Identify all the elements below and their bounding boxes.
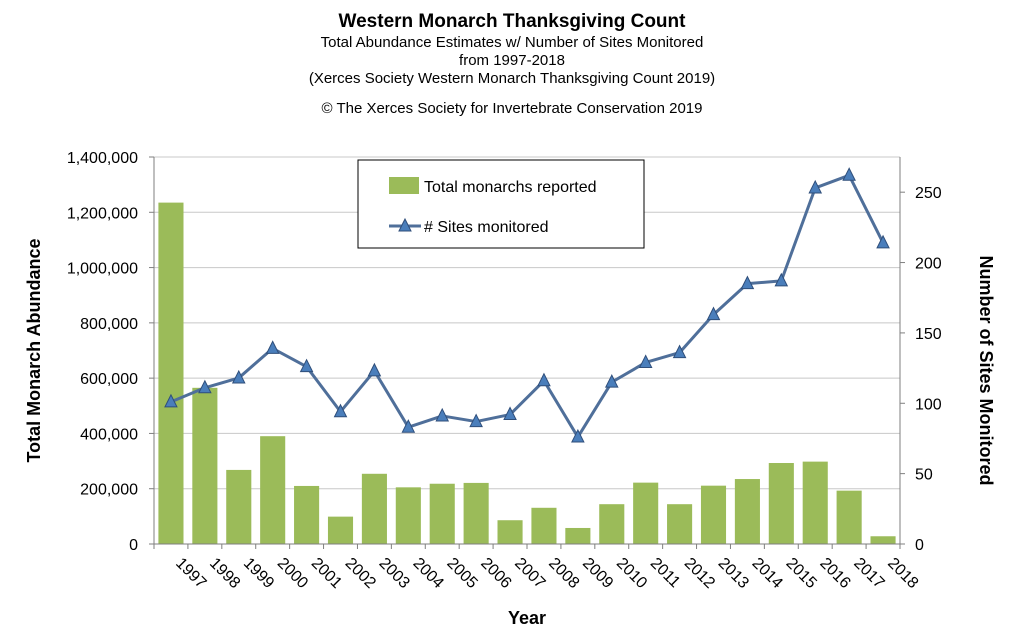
- line-marker: [164, 393, 178, 408]
- left-tick-label: 1,000,000: [67, 261, 138, 278]
- x-tick-label: 2003: [376, 555, 413, 592]
- x-tick-label: 2009: [579, 555, 616, 592]
- line-marker: [299, 358, 314, 373]
- x-tick-label: 2013: [715, 555, 752, 592]
- x-tick-label: 2011: [647, 555, 683, 591]
- bar: [633, 482, 659, 544]
- bar: [667, 504, 693, 544]
- x-tick-label: 2016: [816, 555, 853, 592]
- bar: [768, 463, 794, 544]
- bar: [497, 520, 523, 544]
- bar: [463, 482, 489, 544]
- legend-bar-swatch: [389, 177, 419, 194]
- x-tick-label: 2007: [511, 555, 548, 592]
- x-tick-label: 2018: [884, 555, 921, 592]
- bar: [226, 469, 252, 544]
- bar: [531, 507, 557, 544]
- chart-titles: Western Monarch Thanksgiving Count Total…: [0, 10, 1024, 118]
- bar: [361, 473, 387, 544]
- line-marker: [367, 362, 382, 377]
- left-tick-label: 400,000: [80, 426, 138, 443]
- x-tick-label: 2002: [342, 555, 379, 592]
- line-marker: [231, 369, 246, 384]
- chart-subtitle-1: Total Abundance Estimates w/ Number of S…: [320, 34, 704, 51]
- bar: [429, 483, 455, 544]
- left-tick-label: 1,200,000: [67, 205, 138, 222]
- line-marker: [808, 179, 823, 194]
- line-marker: [198, 379, 212, 394]
- chart-title: Western Monarch Thanksgiving Count: [338, 11, 686, 32]
- x-axis-title: Year: [508, 608, 546, 628]
- bar: [395, 487, 421, 544]
- x-tick-label: 2017: [850, 555, 887, 592]
- bar: [158, 202, 184, 544]
- line-marker: [537, 372, 551, 387]
- line-marker: [503, 406, 517, 421]
- right-tick-label: 200: [915, 256, 942, 273]
- right-tick-label: 50: [915, 467, 933, 484]
- x-tick-label: 2010: [613, 555, 650, 592]
- line-marker: [672, 344, 687, 359]
- legend-label-line: # Sites monitored: [424, 219, 549, 236]
- chart-subtitle-3: (Xerces Society Western Monarch Thanksgi…: [308, 70, 716, 87]
- legend-label-bars: Total monarchs reported: [424, 179, 597, 196]
- line-marker: [469, 413, 483, 428]
- x-tick-label: 2015: [782, 555, 819, 592]
- x-tick-label: 2008: [545, 555, 582, 592]
- right-tick-label: 150: [915, 326, 942, 343]
- sites-line: [170, 173, 885, 439]
- legend-box: [357, 159, 645, 249]
- bar: [870, 536, 896, 544]
- right-axis-title: Number of Sites Monitored: [976, 255, 996, 485]
- bar: [836, 490, 862, 544]
- x-tick-label: 2014: [749, 555, 786, 592]
- x-tick-label: 2006: [477, 555, 514, 592]
- line-marker: [333, 403, 348, 418]
- x-tick-label: 2012: [681, 555, 718, 592]
- left-tick-label: 800,000: [80, 316, 138, 333]
- copyright-notice: © The Xerces Society for Invertebrate Co…: [321, 100, 703, 117]
- bar: [700, 485, 727, 544]
- line-marker: [876, 234, 890, 249]
- left-tick-label: 200,000: [80, 482, 138, 499]
- line-marker: [604, 374, 619, 388]
- line-marker: [401, 419, 416, 433]
- x-tick-label: 1997: [172, 555, 209, 592]
- bar: [802, 461, 828, 544]
- left-axis-title: Total Monarch Abundance: [24, 238, 44, 462]
- bar: [260, 436, 286, 544]
- bar: [192, 387, 218, 544]
- line-marker: [638, 354, 653, 368]
- x-tick-label: 2004: [409, 555, 446, 592]
- line-marker: [842, 167, 856, 181]
- bar: [599, 504, 625, 544]
- line-marker: [774, 272, 789, 287]
- line-marker: [740, 275, 755, 290]
- x-tick-label: 1998: [206, 555, 243, 592]
- right-tick-label: 100: [915, 396, 942, 413]
- line-marker: [706, 306, 721, 321]
- right-tick-label: 250: [915, 185, 942, 202]
- line-marker: [265, 340, 280, 354]
- bar: [294, 485, 320, 544]
- x-tick-label: 2000: [274, 555, 311, 592]
- bar: [565, 527, 591, 544]
- line-marker: [435, 407, 450, 422]
- chart-subtitle-2: from 1997-2018: [459, 52, 565, 69]
- bar: [734, 479, 760, 544]
- x-tick-label: 1999: [240, 555, 277, 592]
- legend-line-marker: [398, 217, 412, 232]
- left-tick-label: 600,000: [80, 371, 138, 388]
- x-tick-label: 2001: [308, 555, 345, 592]
- right-tick-label: 0: [915, 537, 924, 554]
- left-tick-label: 1,400,000: [67, 150, 138, 167]
- line-marker: [571, 428, 585, 443]
- legend: Total monarchs reported # Sites monitored: [357, 159, 645, 249]
- bar: [327, 516, 354, 544]
- x-tick-label: 2005: [443, 555, 480, 592]
- left-tick-label: 0: [129, 537, 138, 554]
